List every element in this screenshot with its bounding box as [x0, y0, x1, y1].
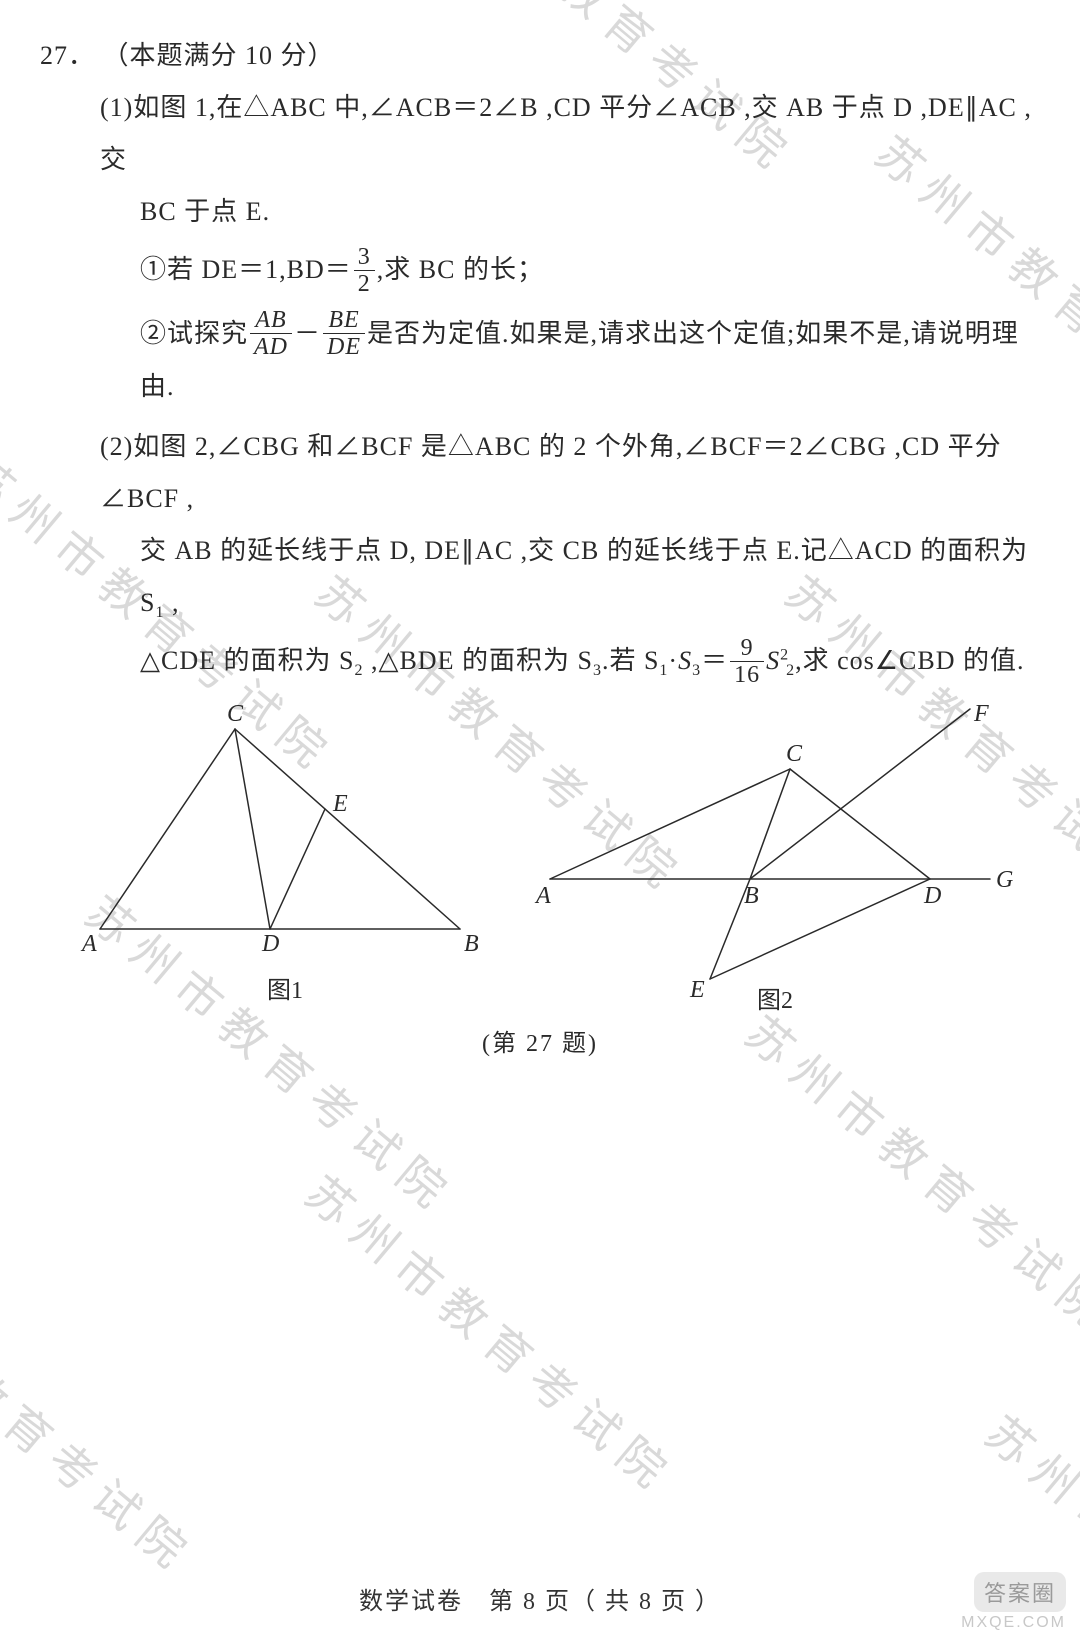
figure-2-container: ABDGCFE 图2 — [530, 699, 1020, 1015]
svg-text:C: C — [786, 741, 803, 767]
svg-text:A: A — [80, 931, 97, 957]
svg-text:F: F — [973, 701, 989, 727]
watermark-badge: 答案圈 MXQE.COM — [961, 1572, 1066, 1632]
figure-1: A D B C E — [80, 699, 490, 959]
svg-text:E: E — [689, 977, 705, 999]
figure-1-label: 图1 — [80, 970, 490, 1005]
figure-2: A B D G C F E — [530, 699, 1020, 999]
badge-url: MXQE.COM — [961, 1614, 1066, 1632]
part1-sub2: ②试探究ABAD－BEDE是否为定值.如果是,请求出这个定值;如果不是,请说明理… — [40, 308, 1040, 414]
watermark-text: 苏州市教育考试院 — [293, 1159, 691, 1508]
fraction-3-2: 32 — [354, 245, 375, 296]
svg-text:E: E — [332, 791, 348, 817]
fraction-be-de: BEDE — [323, 308, 365, 359]
svg-text:A: A — [534, 883, 551, 909]
fraction-9-16: 916 — [730, 636, 764, 687]
figure-1-container: A D B C E 图1 — [80, 699, 490, 1015]
svg-text:D: D — [923, 883, 941, 909]
badge-text: 答案圈 — [974, 1572, 1066, 1612]
watermark-text: 苏州市教育考试院 — [0, 1239, 211, 1588]
svg-text:C: C — [227, 701, 244, 727]
part2-line3: △CDE 的面积为 S2 ,△BDE 的面积为 S3.若 S1·S3＝916S2… — [40, 635, 1040, 689]
question-number: 27． — [40, 41, 95, 70]
page-footer: 数学试卷 第 8 页（ 共 8 页 ） — [0, 1581, 1080, 1616]
figure-caption: (第 27 题) — [40, 1023, 1040, 1058]
question-header: 27． （本题满分 10 分） — [40, 30, 1040, 82]
score-note: （本题满分 10 分） — [103, 41, 335, 70]
part2-line2: 交 AB 的延长线于点 D, DE∥AC ,交 CB 的延长线于点 E.记△AC… — [40, 525, 1040, 629]
part1-line2: BC 于点 E. — [40, 186, 1040, 238]
svg-text:D: D — [261, 931, 279, 957]
svg-text:G: G — [996, 867, 1013, 893]
fraction-ab-ad: ABAD — [250, 308, 292, 359]
part2-line1: (2)如图 2,∠CBG 和∠BCF 是△ABC 的 2 个外角,∠BCF＝2∠… — [40, 421, 1040, 525]
part1-line1: (1)如图 1,在△ABC 中,∠ACB＝2∠B ,CD 平分∠ACB ,交 A… — [40, 82, 1040, 186]
svg-text:B: B — [744, 883, 759, 909]
svg-text:B: B — [464, 931, 479, 957]
part1-sub1: ①若 DE＝1,BD＝32,求 BC 的长； — [40, 244, 1040, 298]
